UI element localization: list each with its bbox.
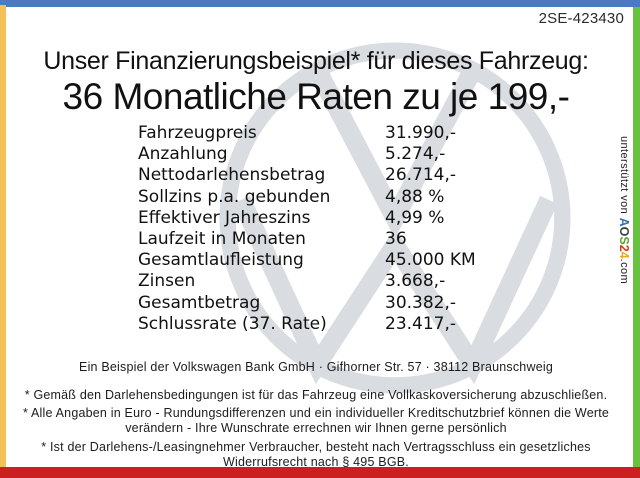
disclaimer-note: * Gemäß den Darlehensbedingungen ist für…: [24, 388, 608, 402]
row-label: Gesamtbetrag: [138, 292, 261, 313]
table-row: Effektiver Jahreszins 4,99 %: [138, 208, 476, 229]
aos24-letter: 2: [617, 244, 631, 252]
row-value: 3.668,-: [385, 271, 446, 292]
row-value: 23.417,-: [385, 313, 457, 334]
row-label: Anzahlung: [138, 144, 228, 165]
page-title: Unser Finanzierungsbeispiel* für dieses …: [43, 47, 589, 75]
finance-table: Fahrzeugpreis 31.990,- Anzahlung 5.274,-…: [138, 123, 476, 335]
aos24-letter: 4: [617, 251, 631, 259]
table-row: Sollzins p.a. gebunden 4,88 %: [138, 187, 476, 208]
row-value: 36: [385, 229, 407, 250]
disclaimer-note: * Alle Angaben in Euro - Rundungsdiffere…: [22, 406, 610, 435]
frame-bottom-bar: [0, 467, 640, 478]
table-row: Gesamtbetrag 30.382,-: [138, 293, 476, 314]
frame-right-bar: [633, 7, 640, 467]
row-label: Gesamtlaufleistung: [138, 250, 304, 271]
row-label: Sollzins p.a. gebunden: [138, 186, 331, 207]
row-label: Zinsen: [138, 271, 196, 292]
row-label: Schlussrate (37. Rate): [138, 313, 327, 334]
document-number: 2SE-423430: [538, 10, 624, 27]
row-value: 5.274,-: [385, 144, 446, 165]
table-row: Anzahlung 5.274,-: [138, 144, 476, 165]
sponsor-credit: unterstützt von AOS24.com: [617, 136, 631, 284]
row-value: 30.382,-: [385, 292, 457, 313]
table-row: Fahrzeugpreis 31.990,-: [138, 123, 476, 144]
table-row: Zinsen 3.668,-: [138, 271, 476, 292]
row-label: Effektiver Jahreszins: [138, 207, 311, 228]
row-label: Nettodarlehensbetrag: [138, 165, 326, 186]
frame-top-bar: [0, 0, 640, 7]
page-subtitle: 36 Monatliche Raten zu je 199,-: [62, 76, 570, 117]
row-value: 45.000 KM: [385, 250, 476, 271]
bank-address-line: Ein Beispiel der Volkswagen Bank GmbH · …: [79, 360, 553, 374]
frame-left-bar: [0, 5, 6, 467]
aos24-letter: S: [617, 236, 631, 245]
row-label: Laufzeit in Monaten: [138, 229, 306, 250]
aos24-letter: O: [617, 226, 631, 237]
table-row: Laufzeit in Monaten 36: [138, 229, 476, 250]
table-row: Gesamtlaufleistung 45.000 KM: [138, 250, 476, 271]
row-label: Fahrzeugpreis: [138, 123, 257, 143]
row-value: 4,88 %: [385, 186, 445, 207]
sponsor-credit-suffix: .com: [618, 258, 630, 285]
aos24-logo: AOS24: [617, 218, 631, 259]
disclaimer-note: * Ist der Darlehens-/Leasingnehmer Verbr…: [41, 440, 591, 469]
row-value: 4,99 %: [385, 207, 445, 228]
row-value: 26.714,-: [385, 165, 457, 186]
sponsor-credit-prefix: unterstützt von: [618, 136, 630, 218]
table-row: Nettodarlehensbetrag 26.714,-: [138, 165, 476, 186]
aos24-letter: A: [617, 217, 631, 227]
row-value: 31.990,-: [385, 123, 457, 143]
table-row: Schlussrate (37. Rate) 23.417,-: [138, 314, 476, 335]
